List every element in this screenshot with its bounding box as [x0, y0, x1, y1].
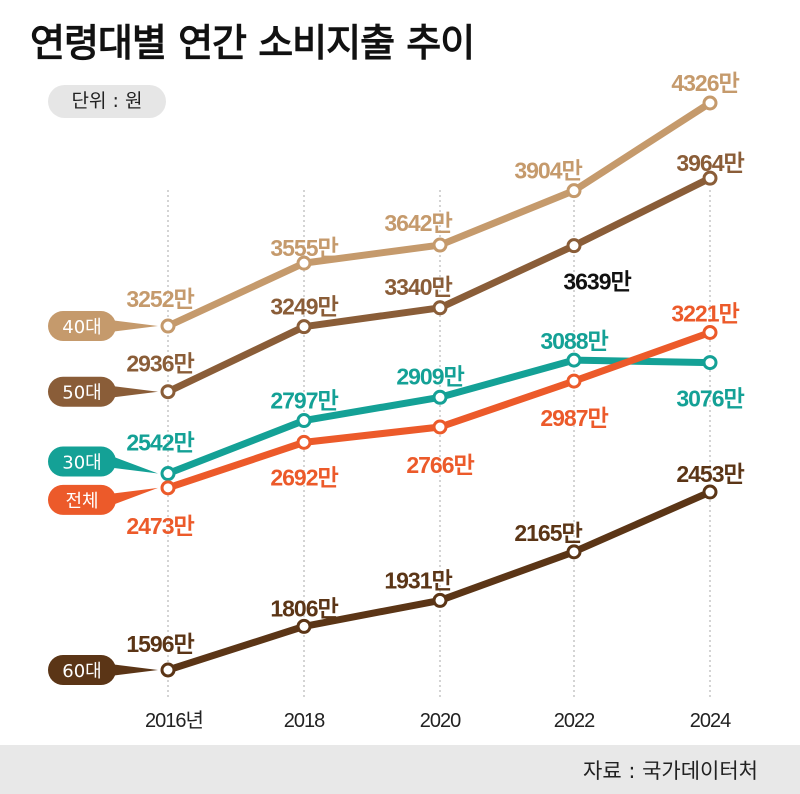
source-text: 자료 : 국가데이터처 [583, 759, 758, 783]
data-point [160, 466, 176, 482]
data-point [432, 419, 448, 435]
data-point [296, 413, 312, 429]
data-label: 1931만 [384, 567, 452, 593]
legend-label: 40대 [62, 317, 101, 338]
x-tick-label: 2022 [554, 710, 595, 732]
data-point [160, 480, 176, 496]
data-point [702, 355, 718, 371]
data-label: 2936만 [126, 351, 194, 377]
legend-pointer [110, 455, 158, 474]
x-tick-label: 2024 [690, 710, 731, 732]
data-point [432, 389, 448, 405]
data-label: 3221만 [671, 301, 739, 327]
data-label: 1596만 [126, 631, 194, 657]
data-label: 2987만 [540, 405, 608, 431]
data-point [566, 352, 582, 368]
legend-pill-30대 [48, 446, 116, 477]
data-point [566, 238, 582, 254]
data-label: 3076만 [676, 386, 744, 412]
data-label: 2692만 [270, 464, 338, 490]
data-point [566, 183, 582, 199]
data-point [702, 325, 718, 340]
x-tick-label: 2020 [420, 710, 461, 732]
x-tick-label: 2016년 [145, 709, 203, 732]
data-point [432, 300, 448, 316]
data-point [296, 434, 312, 450]
legend-pointer [110, 664, 158, 676]
data-label: 3642만 [384, 210, 452, 236]
data-point [702, 170, 718, 186]
x-tick-label: 2018 [284, 710, 325, 732]
data-label: 3555만 [270, 235, 338, 261]
data-label: 3964만 [676, 150, 744, 176]
line-chart: 2016년 2018 2020 2022 2024 3252만 3555만 3642만 3904… [48, 70, 746, 732]
legend-label: 50대 [62, 383, 101, 404]
data-label: 3904만 [514, 158, 582, 184]
data-label: 2542만 [126, 430, 194, 456]
data-label: 2165만 [514, 520, 582, 546]
data-label: 2797만 [270, 388, 338, 414]
data-label: 4326만 [671, 70, 739, 96]
data-point [160, 318, 176, 334]
data-label: 3252만 [126, 286, 194, 312]
data-point [296, 618, 312, 634]
unit-badge: 단위 : 원 [48, 85, 166, 118]
data-point [296, 255, 312, 271]
legend-pointer [110, 385, 158, 398]
chart-title: 연령대별 연간 소비지출 추이 [30, 21, 475, 65]
data-point [702, 95, 718, 111]
data-label: 3340만 [384, 274, 452, 300]
data-label: 3249만 [270, 294, 338, 320]
data-label: 2766만 [406, 452, 474, 478]
data-point [432, 592, 448, 608]
legend-label: 30대 [62, 453, 101, 474]
data-point [296, 319, 312, 335]
data-label: 2909만 [396, 363, 464, 389]
data-point [566, 544, 582, 560]
data-label: 2473만 [126, 513, 194, 539]
data-label: 2453만 [676, 461, 744, 487]
data-label: 1806만 [270, 595, 338, 621]
data-label: 3639만 [563, 269, 631, 295]
data-point [160, 662, 176, 678]
legend-label: 60대 [62, 661, 101, 682]
legend-label: 전체 [65, 491, 98, 512]
legend-pill-40대 [48, 311, 116, 342]
legend-pointer [110, 320, 158, 333]
footer-bar: 자료 : 국가데이터처 [0, 745, 800, 794]
legend-pill-전체 [48, 484, 116, 515]
data-point [160, 384, 176, 400]
legend-pointer [110, 487, 158, 506]
legend-pill-60대 [48, 655, 116, 685]
data-label: 3088만 [540, 328, 608, 354]
data-point [566, 373, 582, 389]
data-point [432, 237, 448, 253]
legend-pill-50대 [48, 376, 116, 407]
data-point [702, 484, 718, 500]
